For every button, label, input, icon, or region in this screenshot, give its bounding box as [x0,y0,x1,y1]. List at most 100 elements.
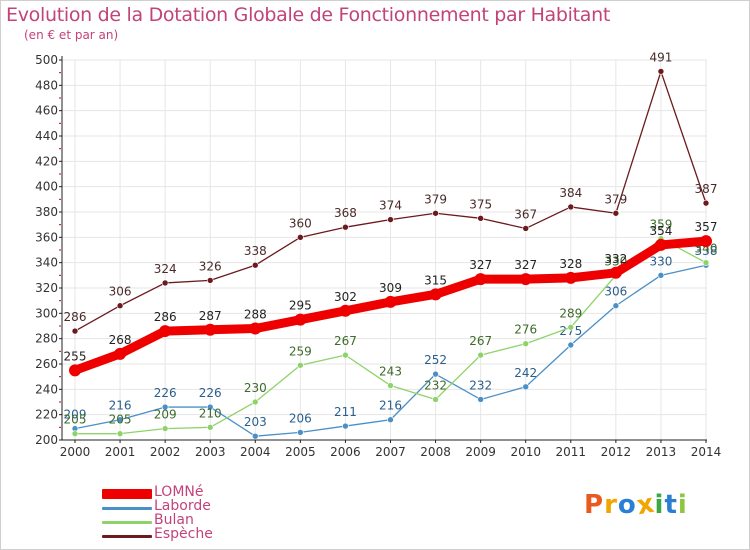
data-point-lomne [564,271,577,284]
data-label-espeche: 368 [334,206,357,220]
data-point-bulan [161,425,169,432]
y-tick-label: 440 [35,129,58,143]
data-label-bulan: 267 [469,334,492,348]
data-label-espeche: 375 [469,197,492,211]
data-point-bulan [251,398,259,406]
x-tick-label: 2012 [601,445,632,459]
data-label-lomne: 332 [604,252,627,266]
data-point-lomne [204,323,217,336]
data-point-espeche [567,203,575,211]
data-point-espeche [612,209,620,217]
data-point-lomne [474,273,487,286]
x-tick-label: 2005 [285,445,316,459]
data-point-bulan [702,259,710,266]
legend-label: Bulan [154,512,194,528]
data-label-laborde: 216 [109,399,132,413]
legend-label: Espèche [154,526,213,542]
data-point-laborde [251,432,259,440]
data-label-lomne: 255 [64,349,87,363]
data-point-laborde [161,403,169,411]
data-point-lomne [339,304,352,317]
y-tick-label: 200 [35,433,58,447]
chart-title: Evolution de la Dotation Globale de Fonc… [6,4,611,26]
data-label-bulan: 243 [379,365,402,379]
legend-label: Laborde [154,498,211,514]
x-tick-label: 2000 [60,445,91,459]
data-point-laborde [116,416,124,424]
data-label-espeche: 324 [154,262,177,276]
data-point-bulan [432,396,439,403]
y-tick-label: 240 [35,382,58,396]
data-point-espeche [161,279,169,287]
data-label-laborde: 275 [559,324,582,338]
data-point-espeche [71,327,79,335]
data-label-laborde: 211 [334,405,357,419]
data-point-lomne [114,347,127,360]
data-point-laborde [567,341,575,349]
data-label-lomne: 268 [109,333,132,347]
data-point-bulan [387,382,394,389]
data-label-lomne: 302 [334,290,357,304]
data-label-espeche: 384 [559,186,582,200]
y-tick-label: 320 [35,281,58,295]
x-tick-label: 2010 [510,445,541,459]
data-label-bulan: 259 [289,344,312,358]
x-tick-label: 2008 [420,445,451,459]
data-label-laborde: 338 [695,244,718,258]
data-label-espeche: 306 [109,285,132,299]
x-tick-label: 2001 [105,445,136,459]
data-label-bulan: 210 [199,406,222,420]
x-tick-label: 2004 [240,445,271,459]
data-point-bulan [297,361,304,369]
x-tick-label: 2009 [465,445,496,459]
y-tick-label: 260 [35,357,58,371]
data-point-lomne [159,325,172,338]
data-point-espeche [116,302,124,310]
data-label-laborde: 330 [649,254,672,268]
data-label-laborde: 209 [64,408,87,422]
data-point-lomne [429,288,442,301]
data-label-laborde: 242 [514,366,537,380]
data-point-laborde [657,272,665,279]
data-label-bulan: 205 [64,413,87,427]
data-label-lomne: 327 [469,258,492,272]
data-point-espeche [297,234,304,241]
y-tick-label: 340 [35,256,58,270]
data-label-bulan: 359 [649,218,672,232]
data-label-lomne: 309 [379,281,402,295]
proxiti-logo: Proxiti [584,488,688,522]
y-tick-label: 480 [35,78,58,92]
data-point-laborde [522,383,530,391]
data-label-espeche: 491 [649,50,672,64]
data-point-laborde [342,422,349,430]
data-label-bulan: 205 [109,413,132,427]
data-label-laborde: 252 [424,353,447,367]
data-label-espeche: 379 [424,192,447,206]
x-tick-label: 2002 [150,445,181,459]
data-point-laborde [297,429,304,436]
data-label-laborde: 226 [154,386,177,400]
y-tick-label: 460 [35,104,58,118]
data-point-laborde [612,302,620,310]
data-label-espeche: 379 [604,192,627,206]
data-point-bulan [206,424,214,431]
data-point-espeche [387,216,394,223]
data-label-laborde: 226 [199,386,222,400]
data-label-espeche: 360 [289,216,312,230]
data-point-laborde [432,370,439,378]
data-point-espeche [702,199,710,207]
data-point-espeche [477,215,484,222]
x-tick-label: 2013 [646,445,677,459]
data-point-lomne [384,295,397,308]
data-point-espeche [657,68,665,75]
data-label-laborde: 216 [379,399,402,413]
data-point-bulan [477,351,484,359]
data-point-espeche [522,225,530,232]
legend-label: LOMNé [154,484,204,500]
legend-swatch [102,521,152,524]
data-point-lomne [700,235,712,248]
x-tick-label: 2006 [330,445,361,459]
chart-subtitle: (en € et par an) [24,28,119,42]
legend-swatch [102,489,152,499]
